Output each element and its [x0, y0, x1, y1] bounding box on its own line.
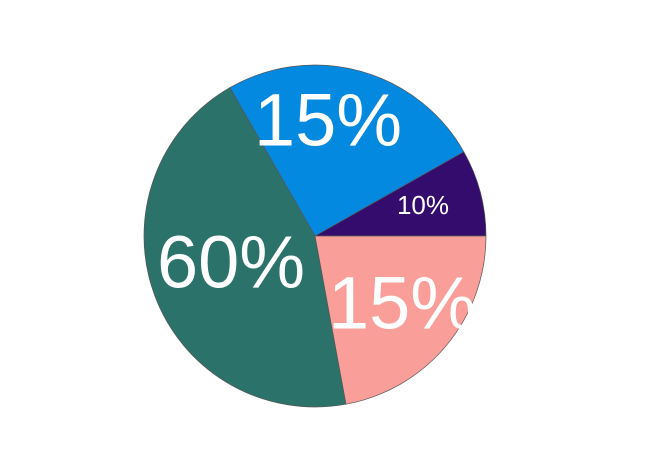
pie-slice-3 — [143, 87, 347, 408]
pie-slice-1 — [313, 151, 487, 237]
pie-slice-4 — [314, 235, 487, 405]
slice-label-2: 15% — [254, 79, 402, 162]
slice-label-4: 15% — [328, 262, 476, 345]
pie-slice-2 — [229, 64, 465, 237]
slice-label-3: 60% — [157, 221, 305, 304]
slice-label-1: 10% — [397, 190, 449, 220]
